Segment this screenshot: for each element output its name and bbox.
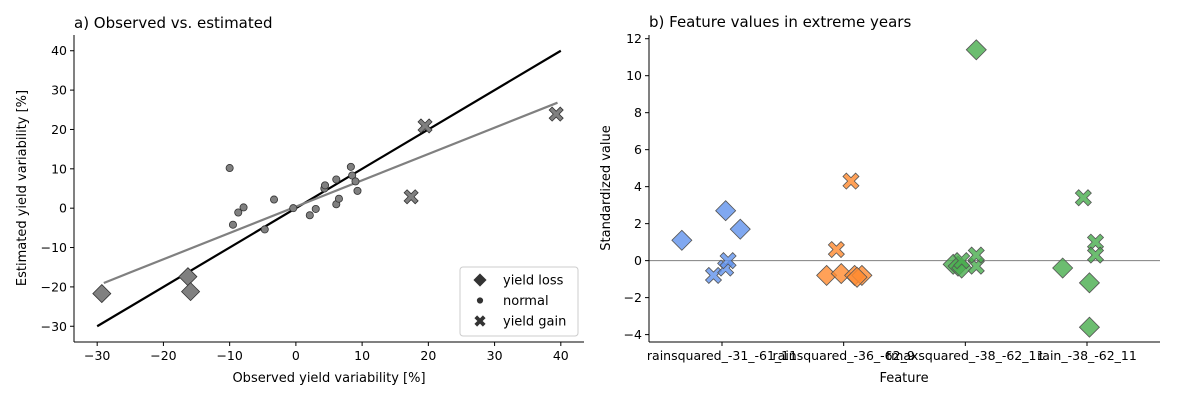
x-tick-label: 30 — [487, 348, 503, 363]
feature-cross-point — [967, 246, 985, 264]
panel-a-title: a) Observed vs. estimated — [74, 14, 273, 32]
yield-gain-point — [403, 189, 419, 205]
panel-b-title: b) Feature values in extreme years — [649, 13, 911, 31]
identity-line — [96, 49, 562, 328]
panel-b-axes — [648, 35, 1160, 343]
legend-label: yield gain — [503, 315, 566, 330]
x-tick-label: −30 — [84, 348, 110, 363]
y-tick-label: 8 — [634, 105, 642, 120]
panel-b-y-label: Standardized value — [599, 125, 614, 250]
feature-diamond-point — [830, 263, 852, 285]
panel-a-ticks: −30 −20 −10 0 10 20 30 40 −30 −20 −10 0 10 20 30 40 — [41, 43, 569, 363]
x-tick-label: rain_-38_-62_11 — [1037, 348, 1137, 363]
y-tick-label: 10 — [51, 161, 67, 176]
feature-cross-point — [827, 240, 845, 259]
normal-point — [305, 211, 314, 220]
normal-point — [346, 162, 355, 171]
normal-point — [225, 164, 234, 173]
normal-point — [239, 203, 248, 212]
legend-box — [459, 266, 579, 337]
panel-a-legend: yield loss normal yield gain — [459, 266, 579, 337]
feature-diamond-point — [671, 229, 693, 251]
feature-diamond-point — [1078, 272, 1100, 294]
normal-point — [311, 204, 320, 213]
yield-loss-point — [181, 282, 201, 302]
panel-a-x-label: Observed yield variability [%] — [232, 371, 425, 386]
y-tick-label: 30 — [51, 83, 67, 98]
normal-point — [332, 175, 341, 184]
panel-b-x-label: Feature — [879, 371, 928, 386]
x-tick-label: rainsquared_-36_-62_9 — [773, 348, 915, 363]
yield-loss-point — [92, 284, 112, 304]
x-tick-label: tmaxsquared_-38_-62_11 — [886, 348, 1044, 363]
normal-point — [334, 194, 343, 203]
yield-loss-point — [178, 267, 198, 287]
y-tick-label: 0 — [59, 201, 67, 216]
feature-diamond-point — [729, 218, 751, 240]
legend-yield-loss-marker — [473, 273, 487, 287]
panel-b: b) Feature values in extreme years rains… — [599, 13, 1160, 386]
feature-diamond-point — [846, 266, 868, 288]
x-tick-label: 40 — [553, 348, 569, 363]
y-tick-label: 4 — [634, 179, 642, 194]
feature-diamond-point — [715, 200, 737, 222]
normal-point — [348, 171, 357, 180]
legend-label: normal — [503, 294, 549, 309]
feature-diamond-point — [965, 39, 987, 61]
yield-gain-point — [417, 118, 433, 134]
y-tick-label: 0 — [634, 253, 642, 268]
normal-point — [228, 220, 237, 229]
normal-point — [351, 177, 360, 186]
y-tick-label: −10 — [41, 240, 67, 255]
yield-gain-point — [548, 106, 564, 122]
normal-point — [234, 208, 243, 217]
y-tick-label: 6 — [634, 142, 642, 157]
normal-point — [289, 204, 298, 213]
normal-point — [353, 186, 362, 195]
x-tick-label: rainsquared_-31_-61_11 — [647, 348, 797, 363]
panel-b-marks — [649, 39, 1160, 338]
y-tick-label: 2 — [634, 216, 642, 231]
feature-diamond-point — [1078, 316, 1100, 338]
feature-cross-point — [1086, 246, 1105, 264]
y-tick-label: −30 — [41, 319, 67, 334]
feature-cross-point — [1086, 233, 1105, 251]
y-tick-label: −4 — [624, 327, 642, 342]
feature-cross-point — [1074, 189, 1092, 207]
y-tick-label: −20 — [41, 279, 67, 294]
y-tick-label: −2 — [624, 290, 642, 305]
fit-line — [103, 101, 558, 284]
panel-a-axes — [73, 35, 584, 343]
legend-normal-marker — [476, 297, 484, 304]
legend-yield-gain-marker — [474, 315, 486, 327]
legend-label: yield loss — [503, 274, 564, 289]
x-tick-label: 0 — [292, 348, 300, 363]
x-tick-label: −20 — [150, 348, 176, 363]
normal-point — [260, 225, 269, 234]
feature-diamond-point — [1052, 257, 1074, 279]
feature-cross-point — [719, 252, 737, 270]
normal-point — [321, 181, 330, 190]
normal-point — [270, 195, 279, 204]
panel-a: a) Observed vs. estimated −30 −20 −10 0 10 20… — [15, 14, 584, 386]
feature-cross-point — [842, 172, 860, 190]
x-tick-label: −10 — [216, 348, 242, 363]
panel-a-y-label: Estimated yield variability [%] — [15, 90, 30, 286]
y-tick-label: 20 — [51, 122, 67, 137]
y-tick-label: 40 — [51, 43, 67, 58]
feature-cross-point — [953, 252, 971, 270]
panel-b-ticks: rainsquared_-31_-61_11rainsquared_-36_-6… — [624, 31, 1137, 363]
y-tick-label: 10 — [626, 68, 642, 83]
x-tick-label: 20 — [420, 348, 436, 363]
panel-a-marks — [92, 49, 564, 328]
y-tick-label: 12 — [626, 31, 642, 46]
feature-cross-point — [704, 266, 723, 284]
x-tick-label: 10 — [354, 348, 370, 363]
